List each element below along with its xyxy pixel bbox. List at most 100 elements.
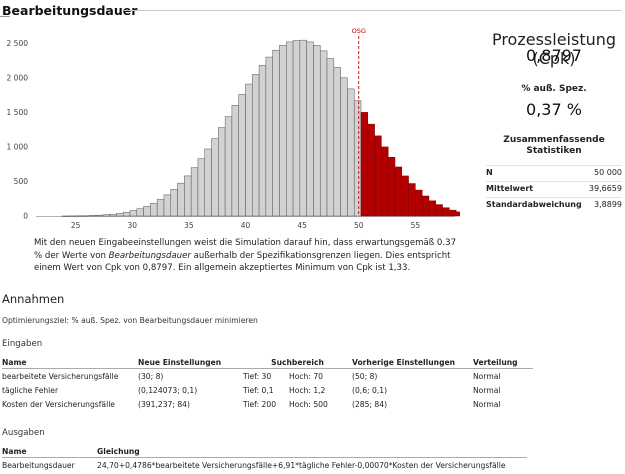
- x-tick-label: 55: [411, 221, 421, 230]
- y-tick-label: 2 500: [7, 39, 29, 48]
- column-header: Vorherige Einstellungen: [352, 356, 473, 369]
- histogram-bar: [224, 116, 233, 217]
- histogram-bar: [218, 127, 226, 217]
- x-tick-label: 40: [241, 221, 251, 230]
- usl-label: OSG: [352, 27, 366, 35]
- histogram-bar: [184, 175, 192, 217]
- column-header: Name: [2, 356, 138, 369]
- stats-title: Zusammenfassende Statistiken: [503, 135, 605, 156]
- input-new-setting: (30; 8): [138, 371, 164, 381]
- histogram-bar: [122, 211, 131, 217]
- histogram-bar: [340, 77, 348, 217]
- input-new-setting: (0,124073; 0,1): [138, 385, 198, 395]
- column-header: Neue Einstellungen: [138, 356, 243, 369]
- annahmen-heading: Annahmen: [2, 292, 65, 306]
- histogram-bar: [190, 167, 199, 217]
- stats-row: N 50 000: [486, 165, 622, 181]
- histogram-bar: [272, 49, 280, 217]
- histogram-chart: 0 500 1 000 1 500 2 000 2 500 25 30 35 40 45 50 55 OS…: [7, 27, 460, 230]
- histogram-bar: [82, 215, 90, 217]
- histogram-bar: [88, 215, 97, 217]
- x-tick-label: 45: [297, 221, 307, 230]
- histogram-bar: [211, 138, 219, 217]
- title-divider: [124, 10, 621, 11]
- input-previous-setting: (0,6; 0,1): [352, 385, 388, 395]
- stats-row: Mittelwert 39,6659: [486, 181, 622, 197]
- y-tick-label: 0: [23, 212, 28, 221]
- histogram-bar: [435, 204, 443, 217]
- histogram-bar: [313, 45, 321, 217]
- out-of-spec-label: % auß. Spez.: [521, 84, 587, 94]
- histogram-bar: [258, 65, 267, 217]
- x-tick-label: 35: [184, 221, 194, 230]
- histogram-bar: [129, 210, 138, 217]
- histogram-bar: [136, 208, 144, 217]
- histogram-bar: [319, 50, 328, 217]
- title-tick: [0, 16, 10, 17]
- output-equation: 24,70+0,4786*bearbeitete Versicherungsfä…: [97, 460, 506, 470]
- input-name: bearbeitete Versicherungsfälle: [2, 371, 119, 381]
- out-of-spec-value: 0,37 %: [526, 100, 582, 119]
- input-distribution: Normal: [473, 385, 501, 395]
- histogram-bar: [415, 189, 423, 217]
- histogram-bar: [68, 215, 76, 217]
- histogram-bar: [279, 45, 287, 217]
- x-tick-label: 25: [71, 221, 81, 230]
- histogram-bar: [442, 207, 450, 217]
- histogram-bar: [292, 40, 301, 217]
- histogram-bar: [449, 209, 457, 217]
- histogram-bar: [245, 83, 253, 217]
- table-header-row: Name Gleichung: [2, 445, 527, 458]
- stats-key: Standardabweichung: [486, 200, 582, 209]
- y-tick-label: 500: [14, 177, 29, 186]
- stats-row: Standardabweichung 3,8899: [486, 197, 622, 213]
- histogram-bar: [408, 183, 416, 217]
- histogram-bar: [231, 105, 239, 217]
- histogram-bar: [306, 41, 314, 217]
- histogram-bar: [177, 182, 185, 217]
- histogram-bar: [109, 213, 117, 217]
- stats-value: 50 000: [594, 168, 622, 177]
- table-header-row: Name Neue Einstellungen Suchbereich Vorh…: [2, 356, 533, 369]
- column-header: Suchbereich: [243, 356, 352, 369]
- histogram-bar: [286, 41, 294, 217]
- summary-statistics: N 50 000 Mittelwert 39,6659 Standardabwe…: [486, 165, 622, 213]
- x-tick-label: 30: [127, 221, 137, 230]
- stats-value: 39,6659: [588, 184, 622, 193]
- input-new-setting: (391,237; 84): [138, 399, 190, 409]
- input-range-high: Hoch: 70: [289, 371, 323, 381]
- histogram-bar: [421, 195, 430, 217]
- outputs-subheading: Ausgaben: [2, 428, 45, 438]
- x-tick-label: 50: [354, 221, 364, 230]
- histogram-bar: [150, 202, 158, 217]
- cpk-value: 0,8797: [526, 46, 582, 65]
- histogram-bar: [360, 112, 369, 217]
- histogram-bar: [381, 146, 389, 217]
- stats-value: 3,8899: [594, 200, 622, 209]
- column-header: Verteilung: [473, 356, 533, 369]
- histogram-bar: [387, 157, 396, 217]
- histogram-bar: [102, 214, 110, 217]
- histogram-bar: [163, 194, 172, 217]
- input-distribution: Normal: [473, 399, 501, 409]
- histogram-bar: [333, 67, 341, 217]
- table-row: Bearbeitungsdauer 24,70+0,4786*bearbeite…: [2, 458, 527, 473]
- input-previous-setting: (285; 84): [352, 399, 388, 409]
- optimization-objective: Optimierungsziel: % auß. Spez. von Bearb…: [2, 316, 258, 325]
- histogram-bar: [156, 199, 165, 217]
- histogram-bar: [143, 206, 151, 217]
- histogram-bar: [455, 211, 460, 217]
- input-range-low: Tief: 0,1: [243, 385, 274, 395]
- description-text: Mit den neuen Eingabeeinstellungen weist…: [34, 238, 457, 261]
- input-range-high: Hoch: 1,2: [289, 385, 326, 395]
- y-tick-label: 2 000: [7, 73, 29, 82]
- section-title-bar: Bearbeitungsdauer: [0, 0, 625, 22]
- histogram-bar: [116, 213, 124, 217]
- table-row: bearbeitete Versicherungsfälle (30; 8) T…: [2, 369, 533, 384]
- histogram-bar: [95, 214, 104, 217]
- histogram-bar: [204, 148, 212, 217]
- stats-key: N: [486, 168, 493, 177]
- histogram-bar: [428, 200, 436, 217]
- outputs-table: Name Gleichung Bearbeitungsdauer 24,70+0…: [2, 445, 527, 472]
- description-text: außerhalb der Spezifikationsgrenzen lieg…: [34, 250, 451, 274]
